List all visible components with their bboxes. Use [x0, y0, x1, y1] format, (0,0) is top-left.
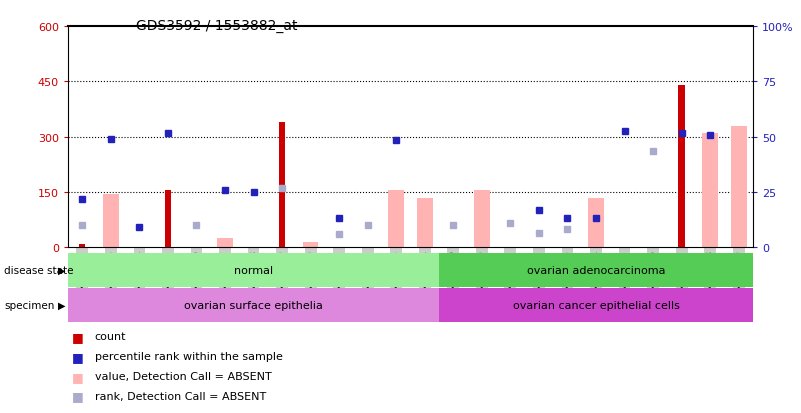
- Bar: [588, 198, 604, 248]
- Bar: [303, 242, 319, 248]
- Bar: [68, 288, 439, 322]
- Text: value, Detection Call = ABSENT: value, Detection Call = ABSENT: [95, 371, 272, 381]
- Bar: [103, 195, 119, 248]
- Bar: [702, 134, 718, 248]
- Text: count: count: [95, 332, 126, 342]
- Text: ■: ■: [72, 330, 84, 343]
- Bar: [279, 123, 285, 248]
- Bar: [68, 253, 439, 287]
- Text: specimen: specimen: [4, 300, 54, 310]
- Text: ovarian adenocarcinoma: ovarian adenocarcinoma: [527, 265, 666, 275]
- Bar: [79, 244, 86, 248]
- Text: ■: ■: [72, 370, 84, 383]
- Bar: [439, 288, 753, 322]
- Text: percentile rank within the sample: percentile rank within the sample: [95, 351, 283, 361]
- Bar: [417, 198, 433, 248]
- Text: ■: ■: [72, 350, 84, 363]
- Text: normal: normal: [234, 265, 273, 275]
- Text: ▶: ▶: [58, 265, 65, 275]
- Bar: [439, 253, 753, 287]
- Text: rank, Detection Call = ABSENT: rank, Detection Call = ABSENT: [95, 391, 266, 401]
- Text: ovarian surface epithelia: ovarian surface epithelia: [184, 300, 323, 310]
- Text: ▶: ▶: [58, 300, 65, 310]
- Text: disease state: disease state: [4, 265, 74, 275]
- Text: ■: ■: [72, 389, 84, 403]
- Text: ovarian cancer epithelial cells: ovarian cancer epithelial cells: [513, 300, 679, 310]
- Bar: [678, 86, 685, 248]
- Bar: [731, 126, 747, 248]
- Text: GDS3592 / 1553882_at: GDS3592 / 1553882_at: [136, 19, 298, 33]
- Bar: [165, 191, 171, 248]
- Bar: [474, 191, 489, 248]
- Bar: [217, 239, 233, 248]
- Bar: [388, 191, 404, 248]
